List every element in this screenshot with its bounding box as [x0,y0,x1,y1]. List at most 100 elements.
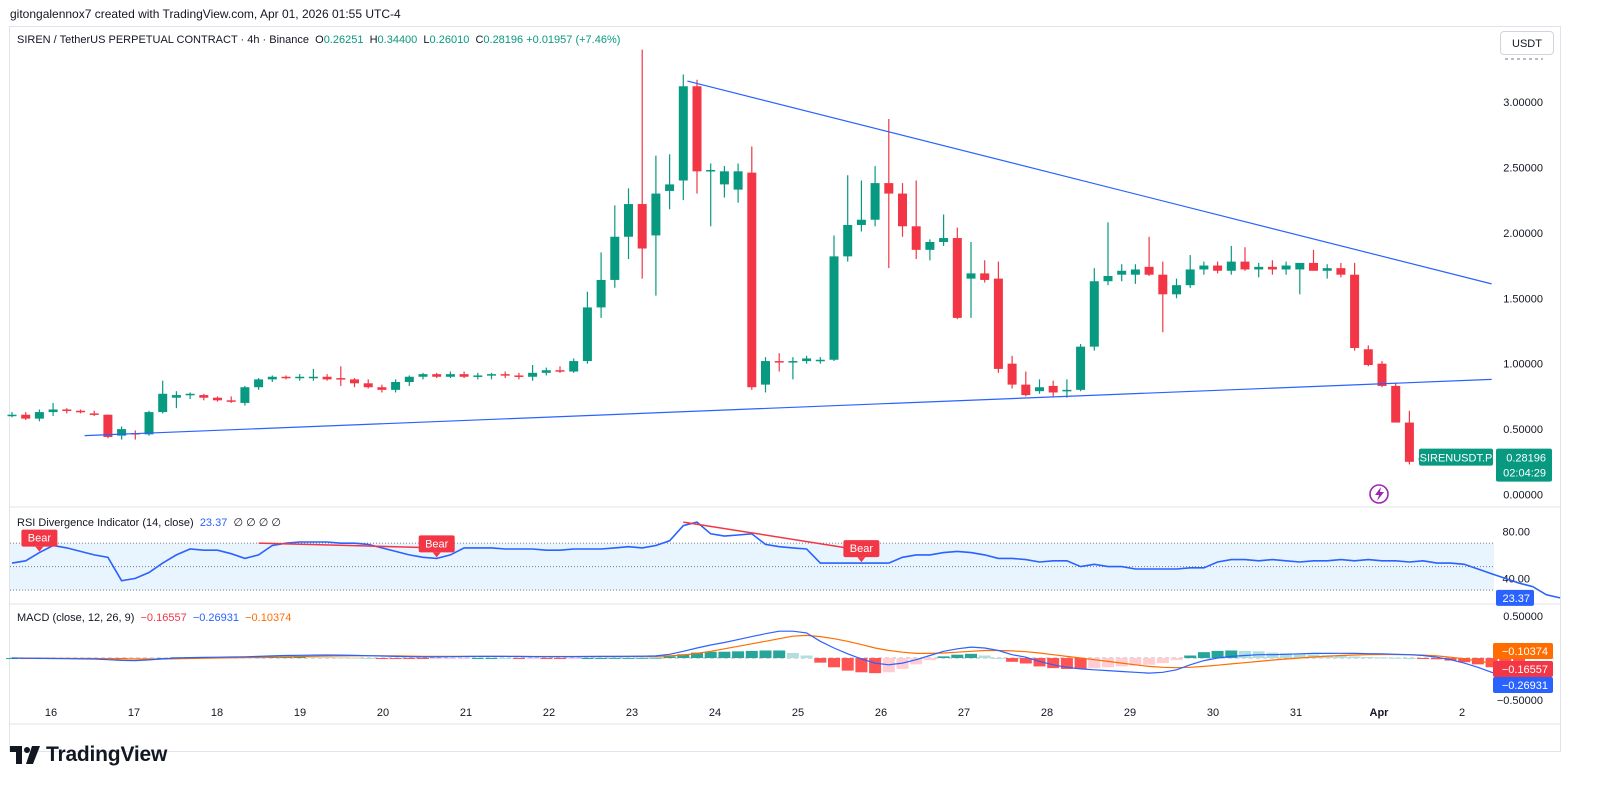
macd-histogram-bar [923,658,936,661]
macd-histogram-bar [1266,652,1279,659]
macd-histogram-bar [1430,658,1443,660]
candle-body [980,273,990,280]
macd-histogram-bar [1389,657,1402,659]
macd-histogram-bar [1211,650,1224,659]
candle-body [1062,389,1072,392]
macd-line-last-value: −0.26931 [1502,680,1548,692]
candle-body [582,307,592,362]
macd-histogram-bar [293,656,306,659]
candle-body [952,238,962,318]
macd-histogram-bar [636,657,649,659]
candle-body [445,374,455,377]
candle-body [336,378,346,380]
bear-signal-label [418,535,455,553]
macd-histogram-bar [759,650,772,659]
macd-histogram-bar [1102,658,1114,668]
candle-body [1048,385,1058,393]
candle-body [1295,262,1305,270]
candle-body [788,361,798,363]
time-axis-label: 30 [1207,707,1219,719]
open-value: 0.26251 [323,34,364,46]
macd-histogram-bar [1033,658,1046,667]
candle-body [7,414,17,417]
macd-histogram-bar [1074,658,1087,669]
candle-body [596,279,606,308]
rsi-axis-label: 80.00 [1502,526,1530,538]
macd-histogram-bar [321,657,334,659]
rsi-legend: RSI Divergence Indicator (14, close) 23.… [17,517,281,529]
macd-histogram-bar [800,655,813,659]
candle-body [966,273,976,279]
lightning-icon [1369,484,1389,504]
candle-body [1035,387,1044,392]
candle-body [1281,265,1291,270]
price-axis-label: 2.50000 [1503,162,1543,174]
candle-body [295,376,305,379]
candle-body [144,412,154,435]
rsi-divergence-line [258,542,437,549]
macd-signal-value: −0.10374 [245,612,292,624]
macd-histogram-bar [1280,653,1293,659]
logo-text: TradingView [46,743,168,766]
tradingview-logo[interactable]: TradingView [10,743,167,767]
macd-histogram-bar [691,652,703,659]
time-axis-label: 29 [1124,707,1136,719]
candle-body [1007,363,1017,385]
macd-title[interactable]: MACD (close, 12, 26, 9) [17,612,135,624]
macd-histogram-bar [1225,650,1238,659]
candle-body [1267,266,1277,270]
price-legend: SIREN / TetherUS PERPETUAL CONTRACT · 4h… [17,34,621,46]
macd-signal-last-tag [1493,643,1553,659]
currency-button[interactable]: USDT [1500,31,1554,55]
macd-histogram-bar [951,654,964,659]
macd-histogram-bar [965,653,977,659]
candle-body [528,372,538,377]
macd-histogram-bar [430,658,443,660]
rsi-title[interactable]: RSI Divergence Indicator (14, close) [17,517,194,529]
candle-body [1391,385,1401,423]
macd-histogram-bar [471,657,484,659]
candle-body [103,414,113,437]
candle-body [487,374,496,376]
macd-histogram-bar [718,651,731,659]
rsi-value: 23.37 [199,517,228,529]
macd-histogram-bar [307,656,320,659]
candle-body [213,397,222,401]
rsi-divergence-line [683,521,862,551]
candle-body [925,241,935,250]
chart-frame [9,26,1561,752]
candle-body [240,387,250,403]
symbol-title[interactable]: SIREN / TetherUS PERPETUAL CONTRACT · 4h… [17,34,309,46]
macd-histogram-bar [1197,652,1210,659]
symbol-tag-label: SIRENUSDT.P [1420,453,1493,465]
bear-signal-text: Bear [28,533,52,545]
candle-body [884,183,894,194]
time-axis-label: 19 [294,707,306,719]
macd-histogram-bar [608,657,621,659]
candle-body [1322,268,1332,271]
candle-body [514,375,524,377]
macd-histogram-bar [403,658,416,660]
time-axis-label: 27 [958,707,970,719]
high-value: 0.34400 [377,34,418,46]
bear-signal-pointer [432,552,441,558]
candle-body [569,361,579,372]
candle-body [267,376,277,380]
macd-histogram-bar [485,657,498,659]
candle-body [48,409,58,413]
bear-signal-label [843,540,880,558]
macd-histogram-bar [567,658,580,660]
candle-body [1404,422,1414,462]
macd-hist-last-value: −0.16557 [1502,664,1548,676]
time-axis-label: 17 [128,707,140,719]
candle-body [1144,266,1154,275]
candle-body [1158,274,1168,295]
time-axis-label: 28 [1041,707,1053,719]
candle-body [802,358,812,362]
candle-body [815,359,825,362]
macd-histogram-bar [526,658,539,660]
candle-body [761,361,770,385]
candle-body [1076,346,1086,390]
candle-body [1021,384,1031,396]
